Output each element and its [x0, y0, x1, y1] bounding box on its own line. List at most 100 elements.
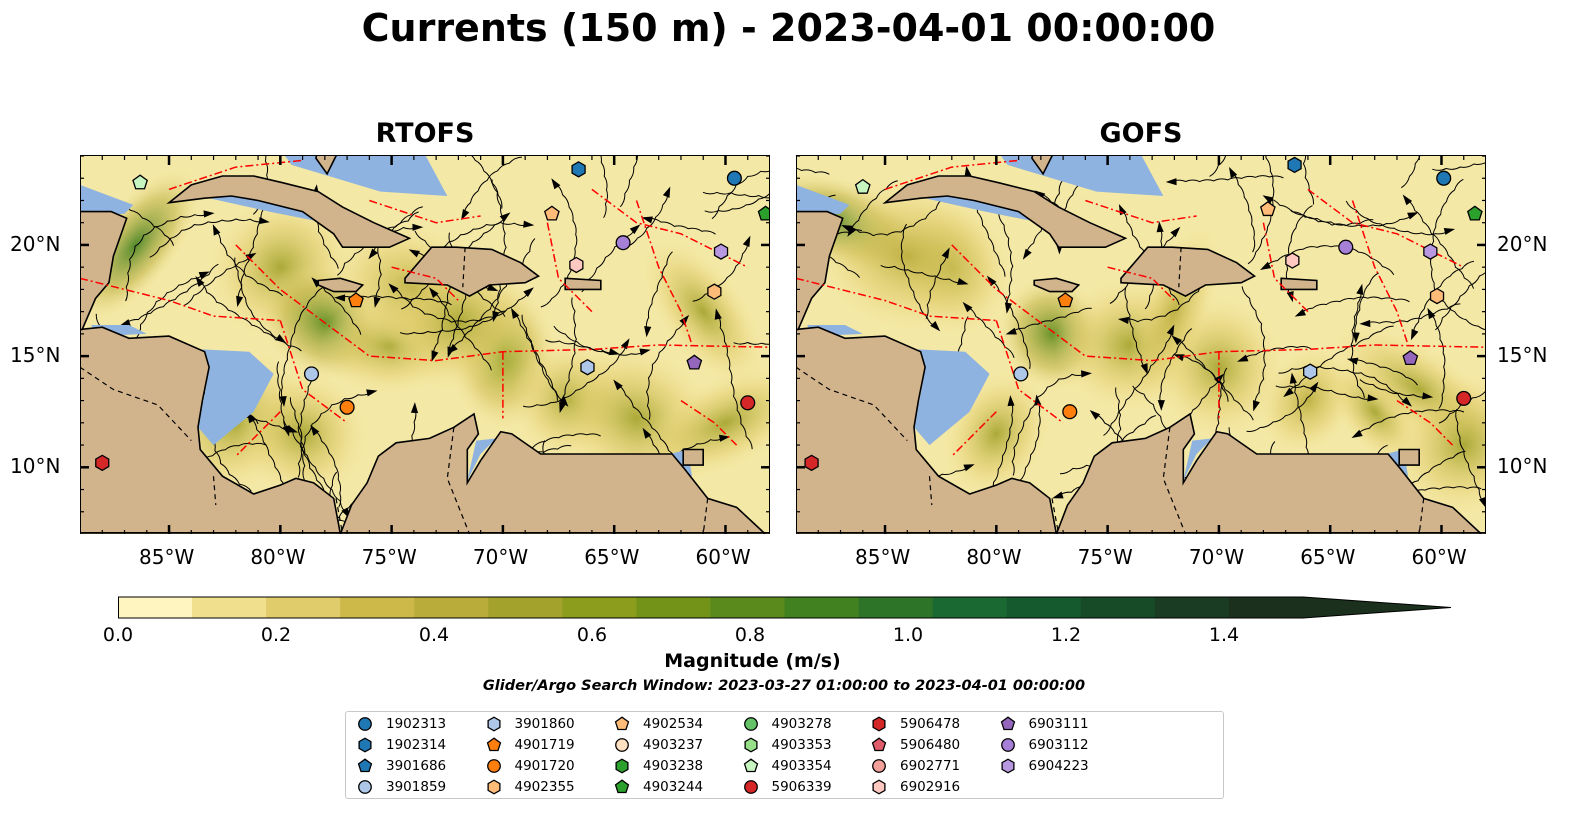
- national-borders: [796, 247, 1425, 534]
- legend-label: 6903112: [1028, 737, 1089, 753]
- legend-marker-shape: [1000, 738, 1015, 752]
- legend-marker-hexagon-icon: [358, 737, 372, 753]
- x-tick-label-1-0: 85°W: [855, 545, 911, 569]
- legend-label: 6902916: [900, 779, 961, 795]
- legend-item-6902771: 6902771: [870, 756, 960, 776]
- x-tick-label-1-5: 60°W: [1411, 545, 1467, 569]
- y-tick-label-right-2: 10°N: [1497, 454, 1548, 479]
- legend-item-4903237: 4903237: [613, 735, 703, 755]
- colorbar-tick-label-2: 0.4: [418, 624, 450, 646]
- y-tick-label-left-0: 20°N: [10, 231, 61, 256]
- legend-item-4902534: 4902534: [613, 714, 703, 734]
- legend-marker-pentagon-icon: [486, 737, 501, 752]
- x-tick-label-0-3: 70°W: [472, 545, 529, 569]
- legend-marker-circle-icon: [872, 759, 886, 773]
- legend-marker-shape: [872, 716, 886, 732]
- legend-marker-shape: [743, 737, 758, 753]
- land-puerto-rico: [564, 277, 602, 291]
- legend-marker-shape: [1000, 716, 1015, 731]
- float-marker-4901720: [1062, 404, 1078, 420]
- legend-marker-shape: [871, 737, 887, 752]
- land-south-america: [339, 412, 770, 534]
- shelf-venezuela: [1183, 438, 1213, 481]
- float-marker-6902916: [1285, 252, 1300, 269]
- land-cuba: [166, 175, 412, 248]
- colorbar-segment-8: [710, 597, 786, 618]
- float-marker-5906478: [804, 454, 819, 472]
- search-window-caption: Glider/Argo Search Window: 2023-03-27 01…: [482, 678, 1086, 694]
- float-marker-6904223: [713, 243, 729, 260]
- colorbar-extend-arrow: [1303, 597, 1451, 618]
- float-marker-4901719: [348, 292, 364, 308]
- legend-marker-shape: [486, 779, 501, 795]
- land-bahamas-1: [315, 156, 337, 176]
- float-marker-3901860: [1303, 363, 1318, 380]
- shelf-nicaragua: [198, 349, 274, 446]
- float-marker-4902534: [1259, 201, 1276, 217]
- legend-item-4903354: 4903354: [742, 756, 832, 776]
- legend-item-4903278: 4903278: [742, 714, 832, 734]
- map-gofs[interactable]: [796, 156, 1486, 534]
- float-marker-5906339: [1456, 390, 1472, 406]
- float-markers: [95, 161, 770, 472]
- float-marker-3901859: [303, 366, 320, 382]
- legend-item-5906339: 5906339: [742, 777, 832, 797]
- float-marker-4903354: [132, 174, 148, 190]
- legend-marker-shape: [743, 780, 758, 794]
- x-tick-label-0-2: 75°W: [361, 545, 417, 569]
- x-tick-label-0-1: 80°W: [250, 545, 306, 569]
- colorbar-tick-label-1: 0.2: [260, 624, 292, 646]
- legend-label: 4903354: [771, 758, 832, 774]
- legend-item-3901686: 3901686: [356, 756, 446, 776]
- legend-marker-shape: [1000, 758, 1015, 774]
- x-tick-label-0-4: 65°W: [584, 545, 640, 569]
- land-hispaniola: [404, 246, 541, 298]
- legend-label: 1902314: [386, 737, 447, 753]
- legend-item-4903244: 4903244: [613, 777, 703, 797]
- legend-item-4901719: 4901719: [485, 735, 575, 755]
- legend-item-5906478: 5906478: [870, 714, 960, 734]
- float-marker-6903112: [615, 235, 631, 251]
- legend-label: 6903111: [1028, 716, 1089, 732]
- colorbar-segment-15: [1228, 597, 1304, 618]
- legend-item-4903353: 4903353: [742, 735, 832, 755]
- y-tick-label-left-1: 15°N: [10, 343, 61, 368]
- legend-marker-shape: [486, 716, 501, 732]
- land-bahamas-1: [1031, 156, 1053, 176]
- colorbar-segment-9: [784, 597, 860, 618]
- legend-label: 4903278: [771, 716, 832, 732]
- legend-marker-shape: [614, 716, 630, 731]
- legend-item-4901720: 4901720: [485, 756, 575, 776]
- legend-item-3901860: 3901860: [485, 714, 575, 734]
- colorbar-tick-label-5: 1.0: [892, 624, 924, 646]
- legend-label: 3901860: [514, 716, 575, 732]
- float-marker-4901719: [1057, 292, 1074, 308]
- x-tick-label-1-3: 70°W: [1188, 545, 1245, 569]
- shelf-yucatan: [796, 184, 850, 216]
- colorbar-tick-label-0: 0.0: [102, 624, 134, 646]
- land: [80, 156, 770, 534]
- map-rtofs[interactable]: [80, 156, 770, 534]
- legend-item-1902313: 1902313: [356, 714, 446, 734]
- legend-label: 4901720: [514, 758, 575, 774]
- colorbar-outline: [118, 596, 1452, 619]
- legend-item-3901859: 3901859: [356, 777, 446, 797]
- float-marker-4902355: [1429, 287, 1445, 305]
- legend-label: 4901719: [514, 737, 575, 753]
- legend-marker-hexagon-icon: [872, 716, 886, 732]
- land-central-america: [796, 326, 1058, 534]
- eez-boundaries: [80, 159, 770, 457]
- float-marker-1902314: [571, 161, 586, 178]
- colorbar-segment-10: [858, 597, 934, 618]
- legend-marker-shape: [357, 758, 373, 773]
- colorbar-segment-1: [192, 597, 267, 618]
- shelf-nicaragua: [914, 349, 990, 446]
- float-marker-4902534: [543, 205, 560, 221]
- float-marker-1902313: [726, 170, 742, 186]
- colorbar-segment-7: [636, 597, 711, 618]
- colorbar: [118, 596, 1452, 619]
- legend-marker-shape: [358, 737, 372, 753]
- legend-marker-hexagon-icon: [872, 779, 886, 795]
- legend-item-6903111: 6903111: [999, 714, 1089, 734]
- panel-title-rtofs: RTOFS: [375, 118, 475, 149]
